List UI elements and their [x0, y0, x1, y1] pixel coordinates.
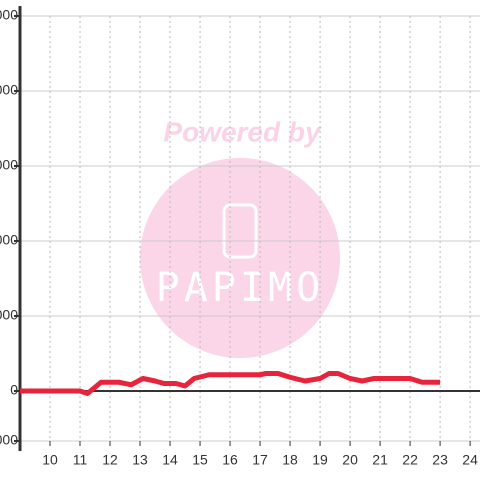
y-tick-label: 60,000: [0, 232, 18, 248]
x-tick-label: 21: [372, 452, 388, 468]
y-tick-label: 120,000: [0, 82, 18, 98]
x-tick-label: 15: [192, 452, 208, 468]
x-tick-label: 17: [252, 452, 268, 468]
y-tick-label: 30,000: [0, 307, 18, 323]
x-tick-label: 12: [102, 452, 118, 468]
x-tick-label: 13: [132, 452, 148, 468]
x-tick-label: 16: [222, 452, 238, 468]
x-tick-label: 22: [402, 452, 418, 468]
data-line: [20, 371, 441, 396]
watermark-icon: [222, 203, 258, 259]
x-tick-label: 20: [342, 452, 358, 468]
x-tick-label: 18: [282, 452, 298, 468]
x-tick-label: 11: [73, 452, 88, 468]
x-tick-label: 23: [432, 452, 448, 468]
watermark-logo: PAPIMO: [156, 265, 325, 311]
x-tick-label: 14: [162, 452, 178, 468]
x-tick-label: 10: [42, 452, 58, 468]
y-tick-label: 0: [10, 382, 18, 398]
y-tick-label: -20,000: [0, 432, 18, 448]
x-tick-label: 19: [312, 452, 328, 468]
y-tick-label: 90,000: [0, 157, 18, 173]
watermark-text: Powered by: [163, 116, 322, 147]
x-tick-label: 24: [462, 452, 478, 468]
y-tick-label: 150,000: [0, 7, 18, 23]
